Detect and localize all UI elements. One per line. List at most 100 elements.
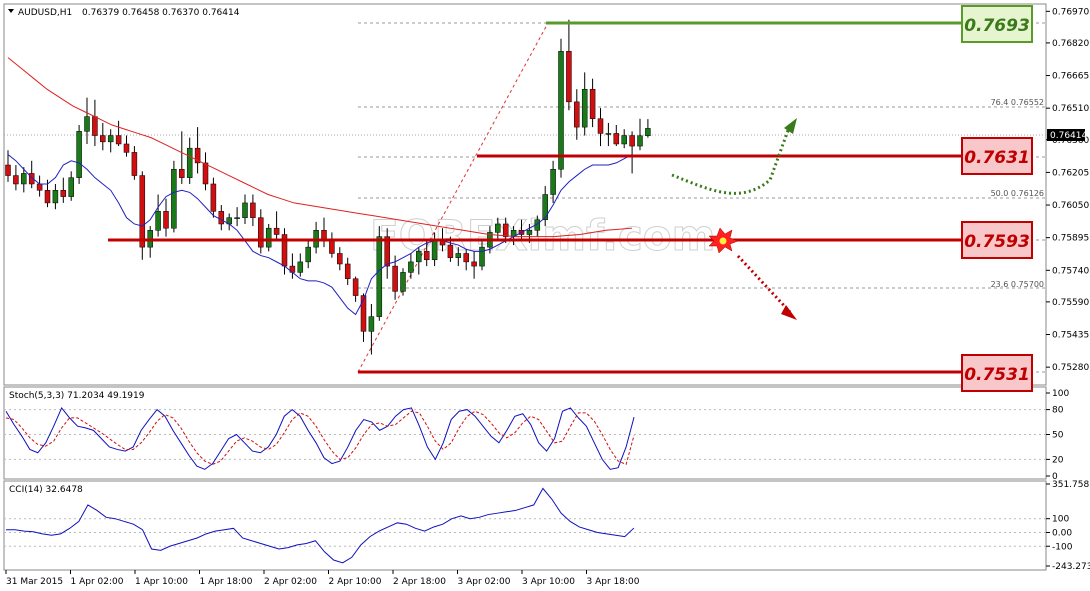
ma-slow-line	[7, 57, 633, 238]
osc-tick-label: -100	[1052, 542, 1073, 552]
price-tick-label: 0.75895	[1052, 234, 1089, 244]
candle-body	[171, 168, 177, 229]
time-tick-label: 3 Apr 18:00	[587, 577, 640, 587]
candle-body	[21, 173, 27, 185]
candle-body	[44, 190, 51, 204]
candle-body	[581, 88, 588, 128]
candle-body	[155, 211, 161, 231]
green-arrowhead-icon	[784, 118, 797, 134]
candle-body	[645, 128, 651, 137]
osc-tick-label: 0	[1052, 472, 1058, 482]
time-tick-label: 1 Apr 18:00	[200, 577, 253, 587]
svg-text:0.7593: 0.7593	[964, 232, 1030, 252]
candle-body	[100, 135, 106, 143]
candle-body	[621, 135, 627, 145]
stochastic-panel[interactable]	[3, 386, 1047, 480]
ma-fast-line	[7, 154, 633, 316]
candle-body	[447, 244, 454, 258]
candle-body	[629, 135, 635, 147]
time-tick-label: 3 Apr 02:00	[458, 577, 511, 587]
cci-panel[interactable]	[3, 480, 1047, 571]
time-tick-label: 31 Mar 2015	[6, 577, 63, 587]
svg-text:0.7531: 0.7531	[964, 365, 1030, 385]
fib-label-50: 50.0 0.76126	[991, 189, 1044, 198]
candle-body	[550, 168, 556, 195]
candle-body	[566, 51, 572, 103]
candle-body	[123, 143, 130, 153]
candle-body	[297, 261, 304, 273]
candle-body	[179, 168, 185, 178]
candle-body	[423, 251, 430, 261]
price-tick-label: 0.75740	[1052, 266, 1089, 276]
candle-body	[242, 202, 248, 218]
candle-body	[574, 101, 580, 128]
candle-body	[368, 316, 375, 332]
osc-tick-label: 80	[1052, 406, 1064, 416]
candle-body	[392, 265, 398, 292]
candle-body	[84, 116, 90, 132]
price-tick-label: 0.75280	[1052, 363, 1089, 373]
candle-body	[36, 183, 43, 191]
candle-body	[502, 223, 509, 237]
candle-body	[416, 251, 422, 263]
candle-body	[455, 253, 462, 258]
candle-body	[107, 135, 114, 143]
current-price-marker	[1047, 129, 1085, 141]
candle-body	[250, 202, 256, 218]
candle-body	[5, 164, 11, 176]
candle-body	[431, 240, 438, 261]
candle-body	[479, 246, 485, 267]
candle-body	[305, 246, 311, 263]
candle-body	[613, 133, 620, 145]
time-tick-label: 2 Apr 18:00	[393, 577, 446, 587]
symbol-label: AUDUSD,H1	[18, 8, 72, 18]
osc-tick-label: 50	[1052, 431, 1064, 441]
time-tick-label: 2 Apr 02:00	[264, 577, 317, 587]
stoch-line	[5, 406, 635, 470]
level-box-0.7531: 0.7531	[961, 354, 1033, 392]
candle-body	[163, 211, 169, 229]
time-tick-label: 2 Apr 10:00	[329, 577, 382, 587]
candle-body	[194, 147, 201, 164]
osc-tick-label: 100	[1052, 389, 1069, 399]
candle-body	[337, 253, 343, 265]
candle-body	[131, 152, 138, 176]
price-tick-label: 0.75435	[1052, 331, 1089, 341]
osc-tick-label: 20	[1052, 455, 1064, 465]
candle-body	[376, 236, 383, 317]
current-price-label: 0.76414	[1050, 131, 1087, 141]
candle-body	[265, 227, 272, 248]
candle-body	[234, 217, 240, 219]
candle-body	[408, 261, 414, 273]
candle-body	[360, 295, 367, 332]
candle-body	[28, 173, 35, 185]
bullish-projection-arrow	[671, 124, 792, 195]
candle-body	[115, 135, 122, 145]
candle-body	[384, 236, 390, 267]
candle-body	[139, 175, 146, 248]
candle-body	[60, 190, 67, 197]
candle-body	[597, 118, 604, 134]
dropdown-arrow-icon[interactable]	[8, 9, 14, 13]
level-box-0.7593: 0.7593	[961, 221, 1033, 259]
candle-body	[273, 227, 280, 235]
candle-body	[542, 194, 548, 221]
cci-line	[6, 487, 635, 564]
stoch-label: Stoch(5,3,3) 71.2034 49.1919	[9, 391, 145, 401]
svg-text:0.7631: 0.7631	[964, 148, 1030, 168]
candle-body	[218, 211, 225, 225]
candle-body	[344, 263, 351, 279]
fib-label-76: 76.4 0.76552	[991, 98, 1044, 107]
candle-body	[210, 183, 217, 212]
price-tick-label: 0.76970	[1052, 7, 1089, 17]
fib-trend-line	[357, 22, 549, 373]
candle-body	[526, 230, 533, 235]
candle-body	[13, 175, 19, 185]
time-tick-label: 3 Apr 10:00	[522, 577, 575, 587]
candle-body	[352, 278, 359, 296]
main-price-panel[interactable]	[3, 3, 1047, 386]
candle-body	[76, 131, 82, 178]
time-tick-label: 1 Apr 10:00	[135, 577, 188, 587]
price-tick-label: 0.76510	[1052, 104, 1089, 114]
